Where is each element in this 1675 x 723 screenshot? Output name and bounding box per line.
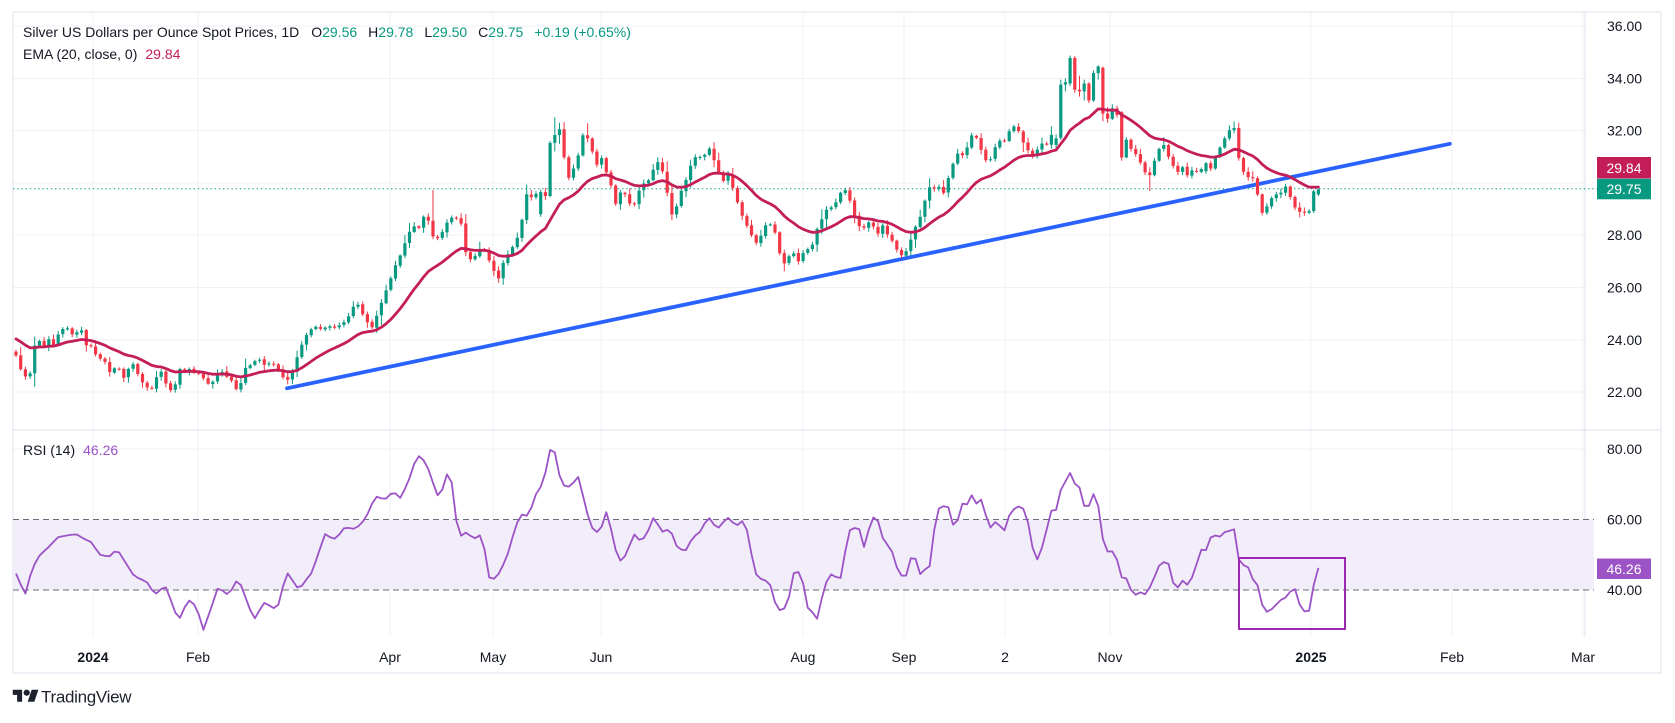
svg-text:2025: 2025: [1295, 649, 1326, 665]
svg-text:40.00: 40.00: [1607, 582, 1642, 598]
svg-text:Sep: Sep: [892, 649, 917, 665]
svg-text:29.84: 29.84: [1606, 160, 1641, 176]
svg-text:EMA (20, close, 0)29.84: EMA (20, close, 0) 29.84: [23, 46, 181, 62]
svg-text:26.00: 26.00: [1607, 280, 1642, 296]
svg-text:Jun: Jun: [590, 649, 613, 665]
svg-text:80.00: 80.00: [1607, 441, 1642, 457]
svg-text:Nov: Nov: [1098, 649, 1123, 665]
svg-text:28.00: 28.00: [1607, 227, 1642, 243]
svg-text:2024: 2024: [77, 649, 108, 665]
svg-text:Apr: Apr: [379, 649, 401, 665]
svg-text:46.26: 46.26: [1606, 561, 1641, 577]
svg-text:29.75: 29.75: [1606, 181, 1641, 197]
svg-text:Silver US Dollars per Ounce Sp: Silver US Dollars per Ounce Spot Prices,…: [23, 24, 631, 40]
svg-text:22.00: 22.00: [1607, 384, 1642, 400]
svg-text:Aug: Aug: [791, 649, 816, 665]
svg-text:32.00: 32.00: [1607, 123, 1642, 139]
svg-text:RSI (14)46.26: RSI (14) 46.26: [23, 442, 118, 458]
svg-text:2: 2: [1001, 649, 1009, 665]
svg-text:Feb: Feb: [1440, 649, 1464, 665]
svg-text:Feb: Feb: [186, 649, 210, 665]
svg-text:36.00: 36.00: [1607, 18, 1642, 34]
svg-text:May: May: [480, 649, 506, 665]
svg-text:60.00: 60.00: [1607, 512, 1642, 528]
svg-text:34.00: 34.00: [1607, 70, 1642, 86]
svg-text:24.00: 24.00: [1607, 332, 1642, 348]
svg-text:TradingView: TradingView: [41, 688, 132, 707]
svg-text:Mar: Mar: [1571, 649, 1595, 665]
